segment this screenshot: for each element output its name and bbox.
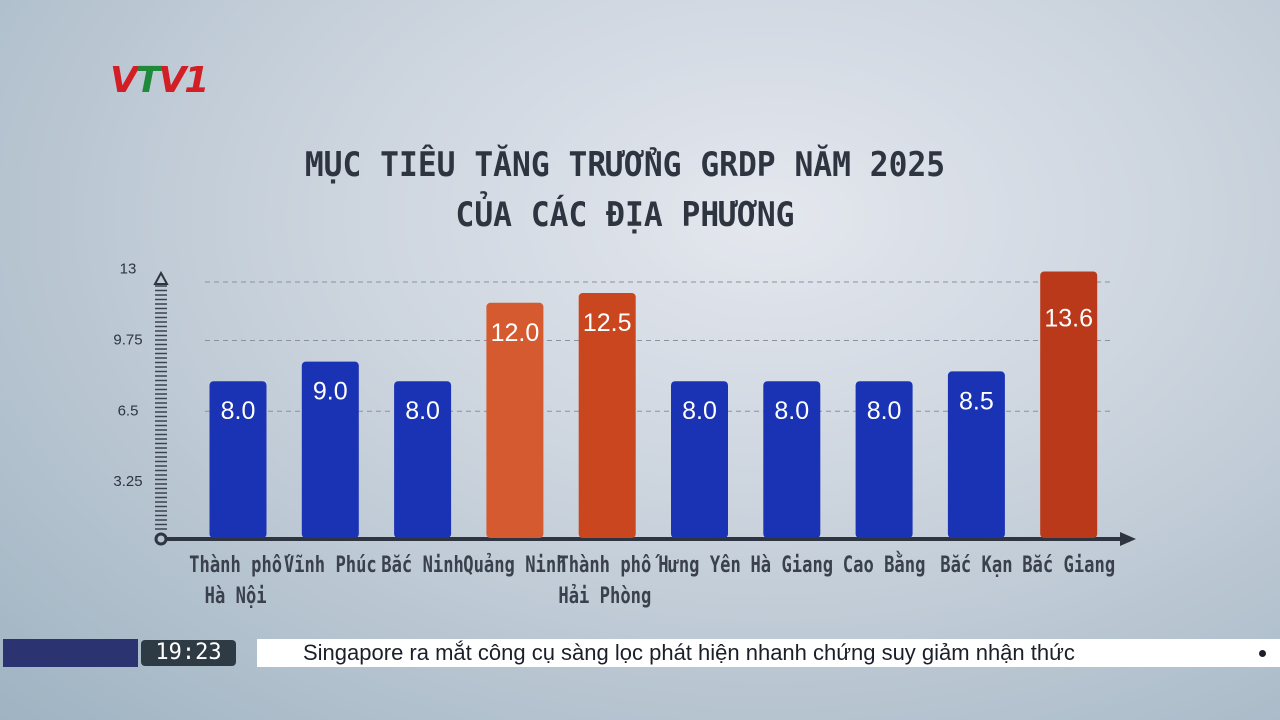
x-category-label: Hà Nội [205, 583, 267, 609]
y-tick-label: 13 [120, 261, 137, 278]
y-tick-label: 6.5 [118, 402, 139, 419]
clock: 19:23 [141, 640, 236, 666]
x-category-label: Bắc Ninh [381, 552, 464, 578]
bar [209, 381, 267, 538]
bar-value-label: 9.0 [313, 378, 348, 406]
x-category-label: Cao Bằng [843, 551, 926, 578]
bar [486, 302, 544, 538]
bar [855, 381, 913, 538]
bar [947, 371, 1005, 538]
ticker-brand-block [3, 639, 138, 667]
bar-value-label: 12.5 [583, 309, 632, 337]
bar [578, 293, 636, 538]
x-category-label: Vĩnh Phúc [284, 552, 377, 578]
bar-value-label: 8.0 [867, 397, 902, 425]
bullet-dot [1259, 650, 1266, 657]
news-ticker: 19:23 Singapore ra mắt công cụ sàng lọc … [0, 638, 1280, 668]
bar [301, 361, 359, 538]
bar-value-label: 12.0 [491, 319, 540, 347]
x-axis-arrow-icon [1120, 532, 1136, 546]
axis-origin [154, 532, 168, 546]
title-line-1: MỤC TIÊU TĂNG TRƯỞNG GRDP NĂM 2025 [304, 145, 946, 185]
x-category-label: Quảng Ninh [463, 552, 566, 578]
bar-value-label: 8.5 [959, 387, 994, 415]
x-category-label: Bắc Giang [1022, 552, 1115, 578]
bar [394, 381, 452, 538]
x-category-label: Hưng Yên [658, 552, 741, 578]
y-tick-label: 3.25 [113, 473, 142, 490]
title-line-2: CỦA CÁC ĐỊA PHƯƠNG [455, 195, 795, 235]
x-category-label: Bắc Kạn [940, 552, 1012, 578]
ticker-headline: Singapore ra mắt công cụ sàng lọc phát h… [257, 639, 1280, 667]
bar-value-label: 8.0 [221, 397, 256, 425]
x-category-label: Hà Giang [750, 552, 833, 578]
bar-value-label: 8.0 [682, 397, 717, 425]
vtv1-logo: VTV1 [110, 60, 209, 101]
x-category-label: Thành phố [189, 552, 291, 578]
headline-text: Singapore ra mắt công cụ sàng lọc phát h… [303, 640, 1075, 665]
chart-title: MỤC TIÊU TĂNG TRƯỞNG GRDP NĂM 2025 CỦA C… [50, 140, 1200, 240]
bar-value-label: 13.6 [1044, 304, 1093, 332]
y-tick-label: 9.75 [113, 331, 142, 348]
y-axis-arrow-icon [153, 270, 169, 285]
bar [763, 381, 821, 538]
bar-value-label: 8.0 [405, 397, 440, 425]
x-category-label: Thành phố [558, 552, 660, 578]
bar [671, 381, 728, 538]
bar-value-label: 8.0 [774, 397, 809, 425]
bar [1040, 271, 1098, 538]
x-category-label: Hải Phòng [558, 583, 651, 609]
